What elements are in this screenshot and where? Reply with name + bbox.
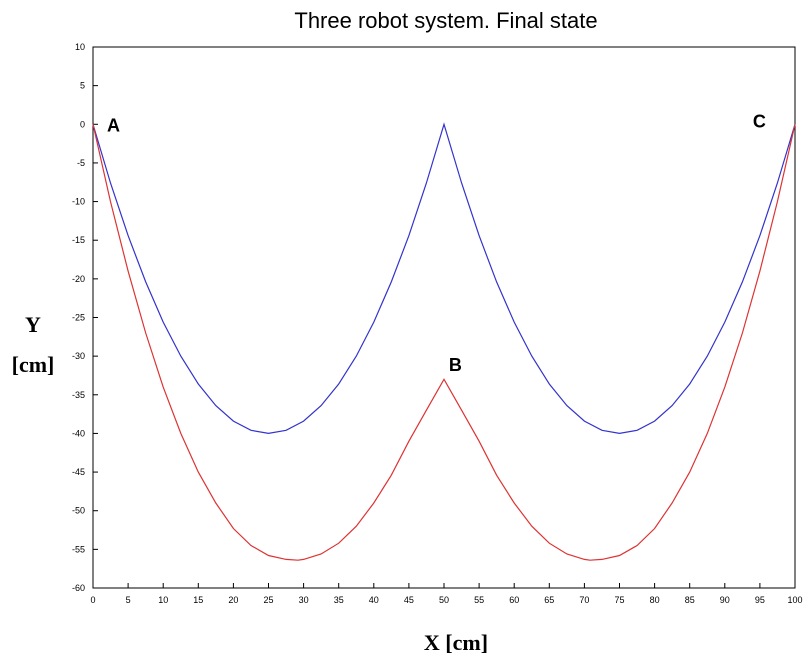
y-tick-label: 10 — [75, 42, 85, 52]
series-line-blue — [92, 122, 796, 435]
y-tick-label: -10 — [72, 197, 85, 207]
y-tick-label: 5 — [80, 81, 85, 91]
x-tick-label: 55 — [474, 595, 484, 605]
annotation-label: B — [449, 355, 462, 375]
y-axis-label-line2: [cm] — [12, 352, 55, 377]
y-tick-label: -55 — [72, 544, 85, 554]
x-tick-label: 40 — [369, 595, 379, 605]
series-line-red — [92, 124, 796, 561]
y-axis: 10 5 0 -5 -10 -15 -20 -25 -30 -35 -40 -45 -50 -55 -60 — [72, 42, 98, 593]
y-tick-label: -25 — [72, 313, 85, 323]
x-tick-label: 95 — [755, 595, 765, 605]
y-tick-label: -15 — [72, 235, 85, 245]
y-tick-label: -50 — [72, 506, 85, 516]
x-tick-label: 0 — [90, 595, 95, 605]
y-axis-label-line1: Y — [25, 312, 41, 337]
x-axis-label: X [cm] — [424, 630, 488, 655]
x-tick-label: 85 — [685, 595, 695, 605]
y-tick-label: -35 — [72, 390, 85, 400]
x-tick-label: 80 — [650, 595, 660, 605]
plot-area — [92, 46, 796, 589]
x-tick-label: 5 — [126, 595, 131, 605]
y-tick-label: -30 — [72, 351, 85, 361]
chart-title: Three robot system. Final state — [294, 8, 597, 33]
annotation-label: C — [753, 111, 766, 131]
y-tick-label: -40 — [72, 428, 85, 438]
x-axis: 0 5 10 15 20 25 30 35 40 45 50 55 60 65 70 75 80 85 90 95 10… — [90, 583, 803, 605]
x-tick-label: 15 — [193, 595, 203, 605]
x-tick-label: 100 — [787, 595, 802, 605]
annotations: A B C — [107, 111, 766, 374]
y-tick-label: -45 — [72, 467, 85, 477]
x-tick-label: 65 — [544, 595, 554, 605]
x-tick-label: 45 — [404, 595, 414, 605]
x-tick-label: 70 — [579, 595, 589, 605]
x-tick-label: 50 — [439, 595, 449, 605]
annotation-label: A — [107, 115, 120, 135]
series-layer — [92, 122, 796, 561]
x-tick-label: 30 — [299, 595, 309, 605]
x-tick-label: 20 — [228, 595, 238, 605]
x-tick-label: 10 — [158, 595, 168, 605]
x-tick-label: 90 — [720, 595, 730, 605]
x-tick-label: 35 — [334, 595, 344, 605]
y-tick-label: -60 — [72, 583, 85, 593]
y-tick-label: -20 — [72, 274, 85, 284]
x-tick-label: 60 — [509, 595, 519, 605]
y-tick-label: 0 — [80, 119, 85, 129]
y-tick-label: -5 — [77, 158, 85, 168]
x-tick-label: 25 — [263, 595, 273, 605]
x-tick-label: 75 — [614, 595, 624, 605]
